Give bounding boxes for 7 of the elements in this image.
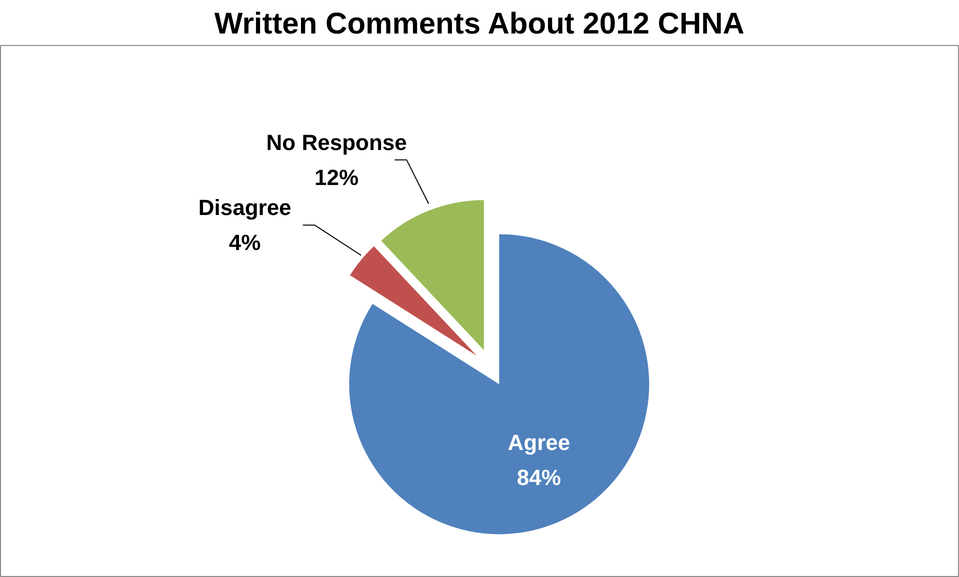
chart-title: Written Comments About 2012 CHNA [214,8,744,40]
data-label: 84% [516,465,561,490]
data-label: 12% [314,164,359,190]
slice-label: Disagree [198,195,292,220]
slice-label: No Response [266,130,407,155]
slice-label: Agree [508,430,570,456]
data-label: 4% [228,230,261,256]
